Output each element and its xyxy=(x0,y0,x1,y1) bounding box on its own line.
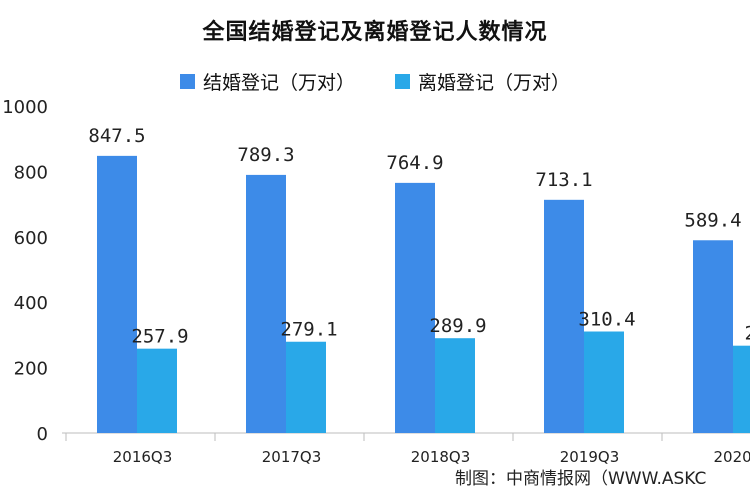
data-label-divorce: 289.9 xyxy=(429,315,486,337)
bar-marriage xyxy=(97,155,137,433)
bar-marriage xyxy=(246,174,286,433)
bar-divorce xyxy=(733,345,750,433)
y-tick-label: 200 xyxy=(14,359,48,380)
bar-marriage xyxy=(544,199,584,433)
y-tick-label: 400 xyxy=(14,293,48,314)
data-label-marriage: 589.4 xyxy=(684,209,741,231)
bar-divorce xyxy=(286,341,326,433)
data-label-marriage: 789.3 xyxy=(237,144,294,166)
data-label-divorce: 26 xyxy=(745,323,750,345)
y-tick-label: 800 xyxy=(14,162,48,183)
x-tick-label: 2020Q xyxy=(714,448,750,466)
y-tick-label: 0 xyxy=(37,424,48,445)
bar-marriage xyxy=(693,240,733,433)
chart-title: 全国结婚登记及离婚登记人数情况 xyxy=(202,20,548,45)
x-tick-label: 2018Q3 xyxy=(411,448,471,466)
source-note: 制图：中商情报网（WWW.ASKC xyxy=(455,469,707,489)
x-tick-label: 2017Q3 xyxy=(262,448,322,466)
data-label-divorce: 310.4 xyxy=(578,308,635,330)
data-label-marriage: 764.9 xyxy=(386,152,443,174)
legend-label-divorce: 离婚登记（万对） xyxy=(418,72,571,94)
bar-divorce xyxy=(584,331,624,433)
data-label-divorce: 279.1 xyxy=(280,319,337,341)
legend: 结婚登记（万对） 离婚登记（万对） xyxy=(0,68,750,95)
legend-swatch-marriage xyxy=(179,74,195,89)
data-label-marriage: 713.1 xyxy=(535,169,592,191)
legend-item-divorce: 离婚登记（万对） xyxy=(395,68,570,95)
y-tick-label: 1000 xyxy=(2,97,48,118)
x-tick-label: 2019Q3 xyxy=(560,448,620,466)
x-tick-label: 2016Q3 xyxy=(113,448,173,466)
y-tick-label: 600 xyxy=(14,228,48,249)
bar-divorce xyxy=(435,338,475,433)
legend-item-marriage: 结婚登记（万对） xyxy=(179,68,355,95)
legend-swatch-divorce xyxy=(395,74,410,89)
data-label-marriage: 847.5 xyxy=(88,125,145,147)
legend-label-marriage: 结婚登记（万对） xyxy=(202,72,355,94)
bar-marriage xyxy=(395,182,435,433)
bar-divorce xyxy=(137,348,177,433)
data-label-divorce: 257.9 xyxy=(131,326,188,348)
